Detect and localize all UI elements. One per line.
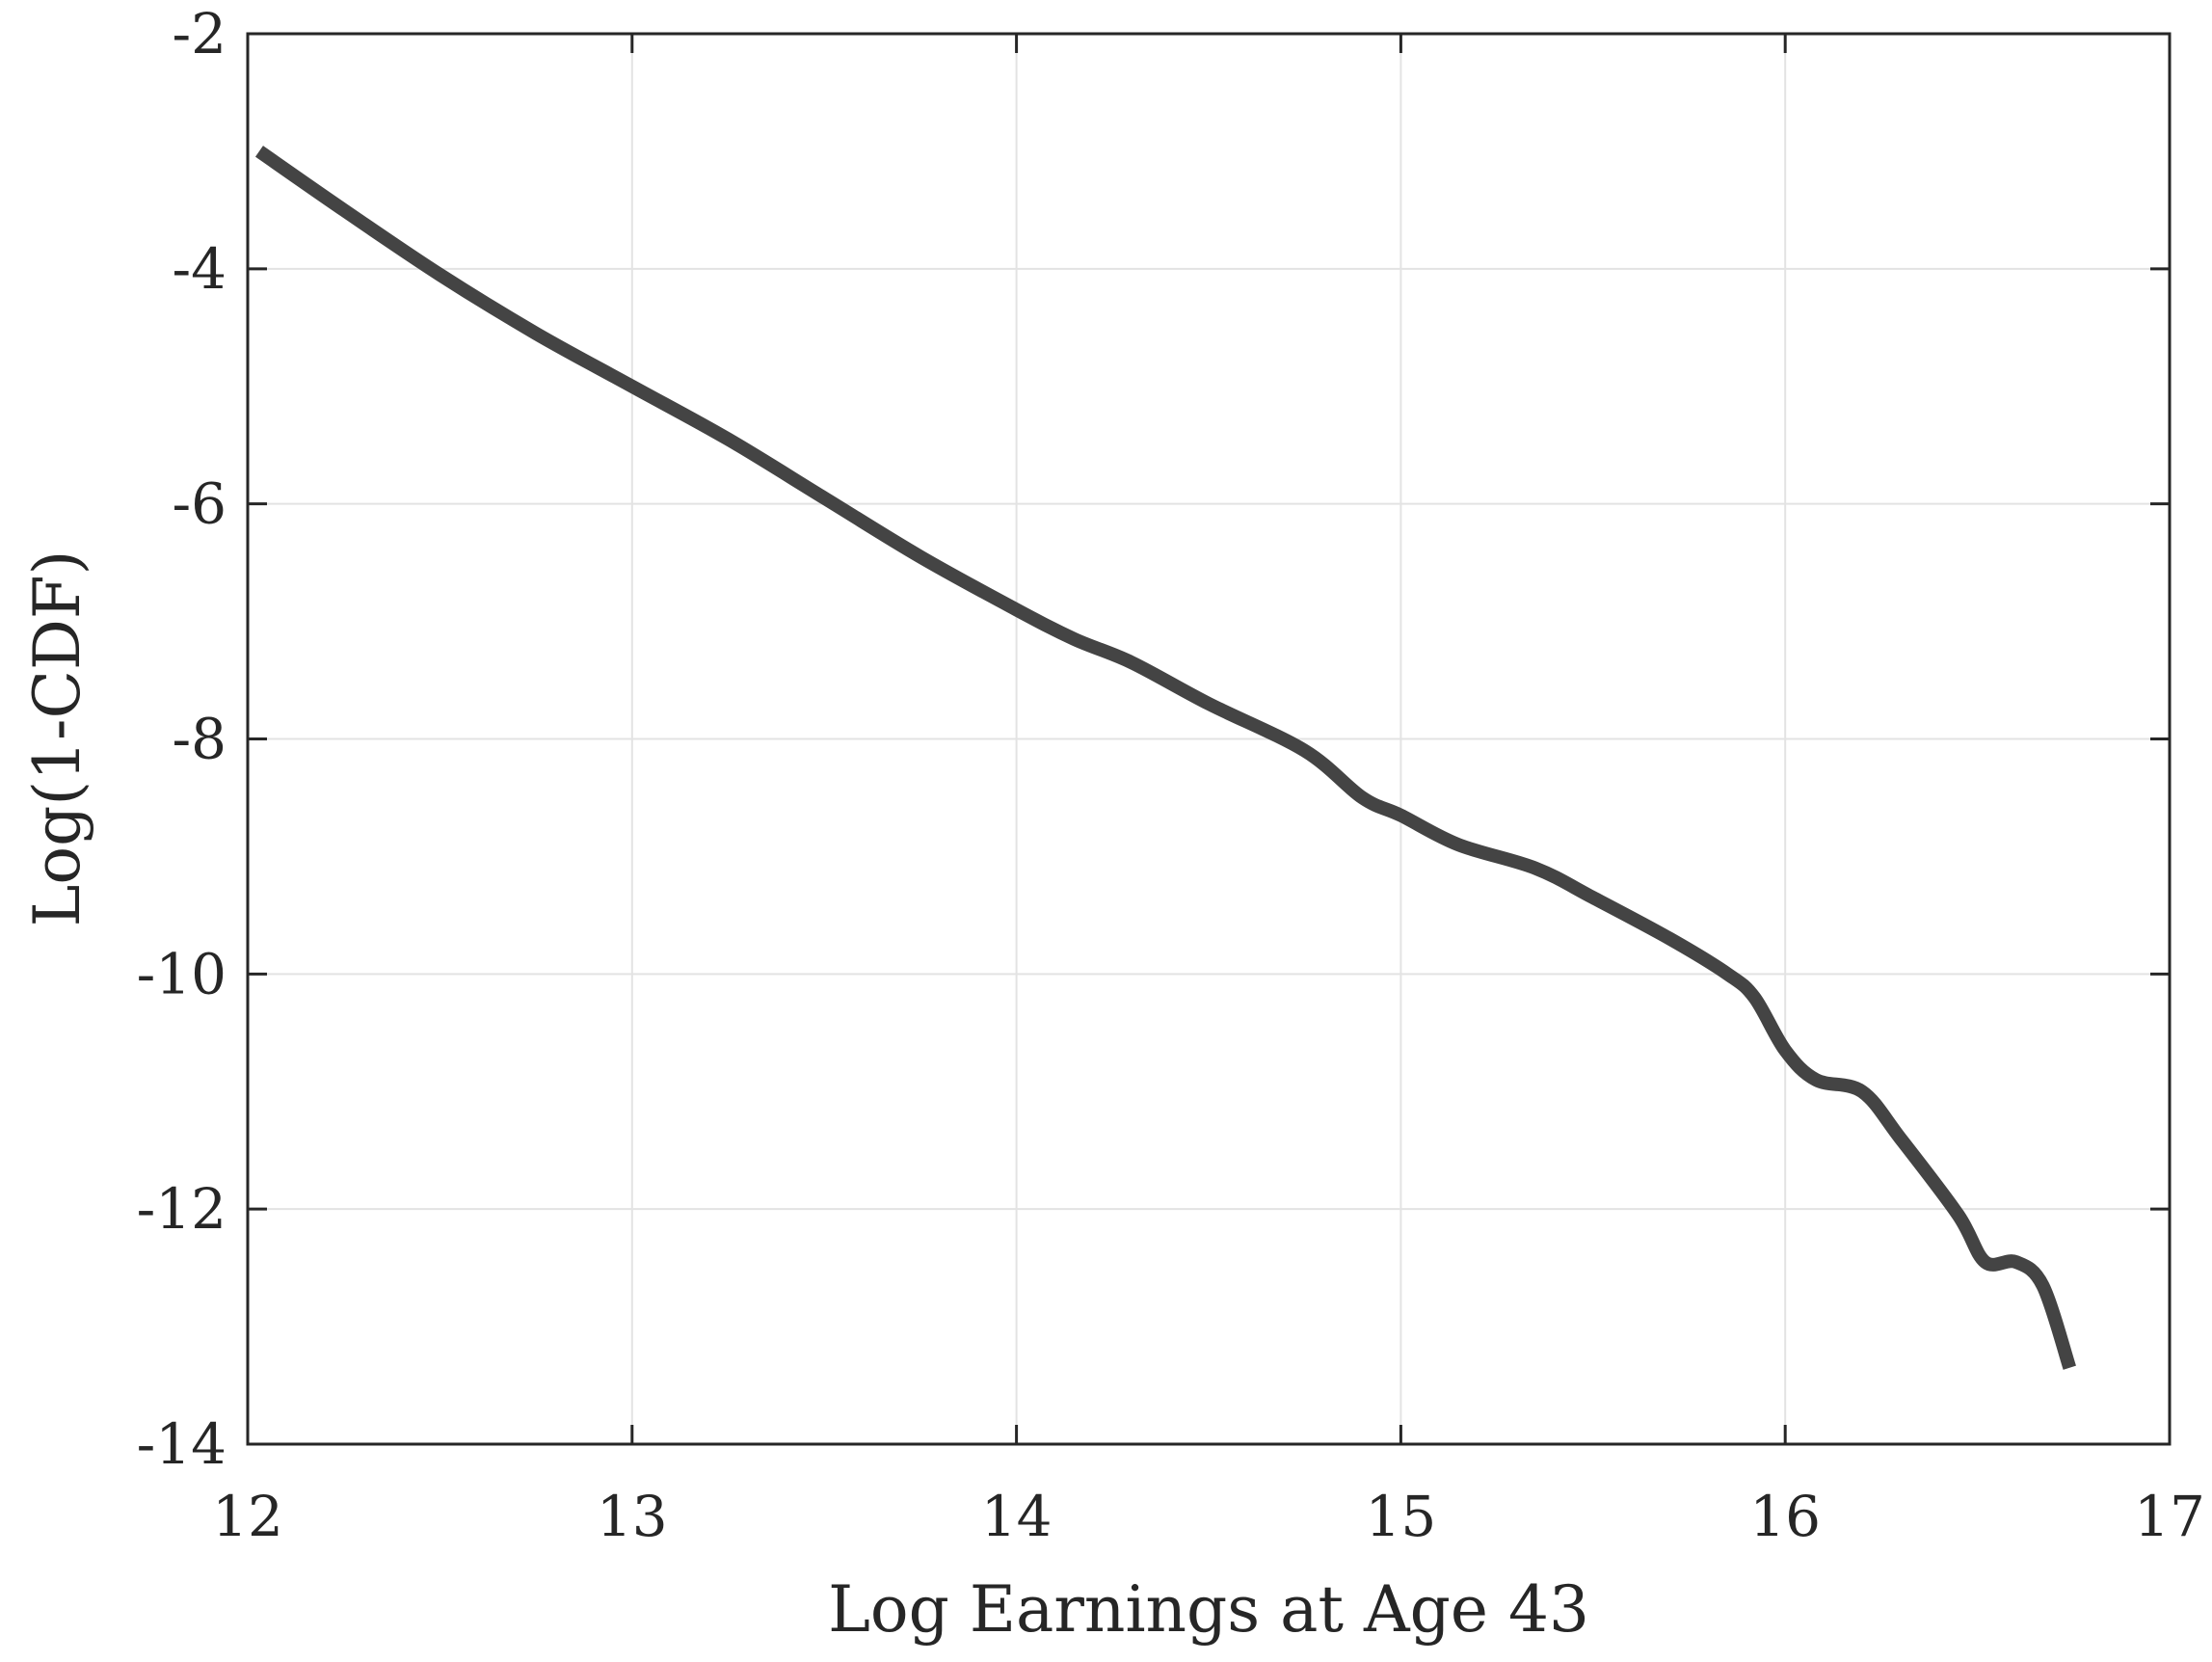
y-tick-label: -2 [173,1,227,67]
x-tick-label: 14 [981,1484,1053,1549]
y-tick-label: -12 [137,1176,227,1242]
x-axis-label: Log Earnings at Age 43 [828,1572,1589,1647]
tick-marks [246,32,2172,1446]
x-tick-labels: 12 13 14 15 16 17 [212,1484,2205,1549]
x-tick-label: 16 [1749,1484,1821,1549]
data-line [254,146,2076,1370]
y-axis-label: Log(1-CDF) [20,550,94,927]
y-tick-label: -6 [173,471,227,537]
x-tick-label: 17 [2134,1484,2205,1549]
y-tick-label: -14 [137,1411,227,1477]
x-tick-label: 12 [212,1484,283,1549]
y-tick-label: -10 [137,941,227,1006]
y-tick-label: -8 [173,707,227,772]
grid-lines [247,33,2171,1445]
x-tick-label: 13 [597,1484,668,1549]
y-tick-labels: -2 -4 -6 -8 -10 -12 -14 [137,1,227,1477]
x-tick-label: 15 [1365,1484,1436,1549]
y-tick-label: -4 [173,236,227,302]
